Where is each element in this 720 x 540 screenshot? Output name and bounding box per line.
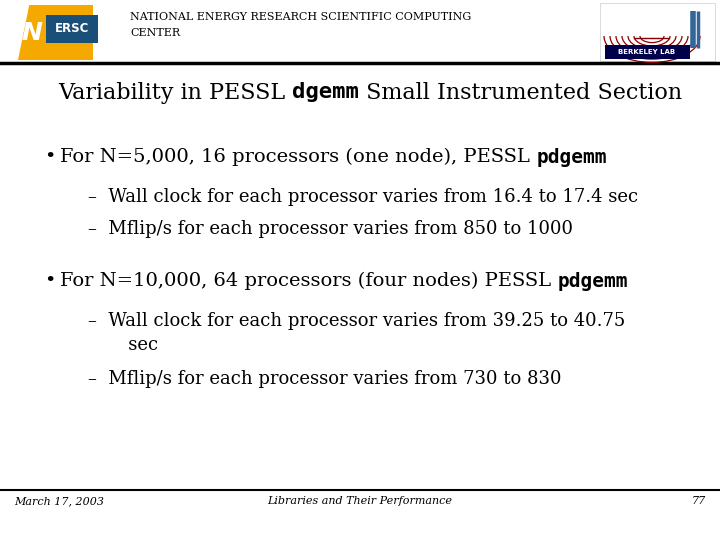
Text: –  Wall clock for each processor varies from 39.25 to 40.75: – Wall clock for each processor varies f… <box>88 312 625 330</box>
Text: sec: sec <box>88 336 158 354</box>
FancyBboxPatch shape <box>46 15 98 43</box>
Text: ERSC: ERSC <box>55 23 89 36</box>
Text: Small Instrumented Section: Small Instrumented Section <box>359 82 683 104</box>
Text: Variability in PESSL: Variability in PESSL <box>58 82 292 104</box>
FancyBboxPatch shape <box>600 3 715 61</box>
Text: March 17, 2003: March 17, 2003 <box>14 496 104 506</box>
Text: CENTER: CENTER <box>130 28 180 38</box>
Text: pdgemm: pdgemm <box>536 148 607 167</box>
Text: BERKELEY LAB: BERKELEY LAB <box>618 49 675 55</box>
Polygon shape <box>18 5 93 60</box>
FancyBboxPatch shape <box>605 45 690 59</box>
Text: For N=10,000, 64 processors (four nodes) PESSL: For N=10,000, 64 processors (four nodes)… <box>60 272 557 291</box>
Text: –  Wall clock for each processor varies from 16.4 to 17.4 sec: – Wall clock for each processor varies f… <box>88 188 638 206</box>
Text: 77: 77 <box>692 496 706 506</box>
Text: dgemm: dgemm <box>292 82 359 102</box>
Text: •: • <box>44 148 55 166</box>
Text: Libraries and Their Performance: Libraries and Their Performance <box>268 496 452 506</box>
Text: For N=5,000, 16 processors (one node), PESSL: For N=5,000, 16 processors (one node), P… <box>60 148 536 166</box>
Text: –  Mflip/s for each processor varies from 730 to 830: – Mflip/s for each processor varies from… <box>88 370 562 388</box>
Text: pdgemm: pdgemm <box>557 272 628 291</box>
Text: –  Mflip/s for each processor varies from 850 to 1000: – Mflip/s for each processor varies from… <box>88 220 573 238</box>
Text: •: • <box>44 272 55 290</box>
Text: NATIONAL ENERGY RESEARCH SCIENTIFIC COMPUTING: NATIONAL ENERGY RESEARCH SCIENTIFIC COMP… <box>130 12 472 22</box>
Text: N: N <box>22 21 42 45</box>
